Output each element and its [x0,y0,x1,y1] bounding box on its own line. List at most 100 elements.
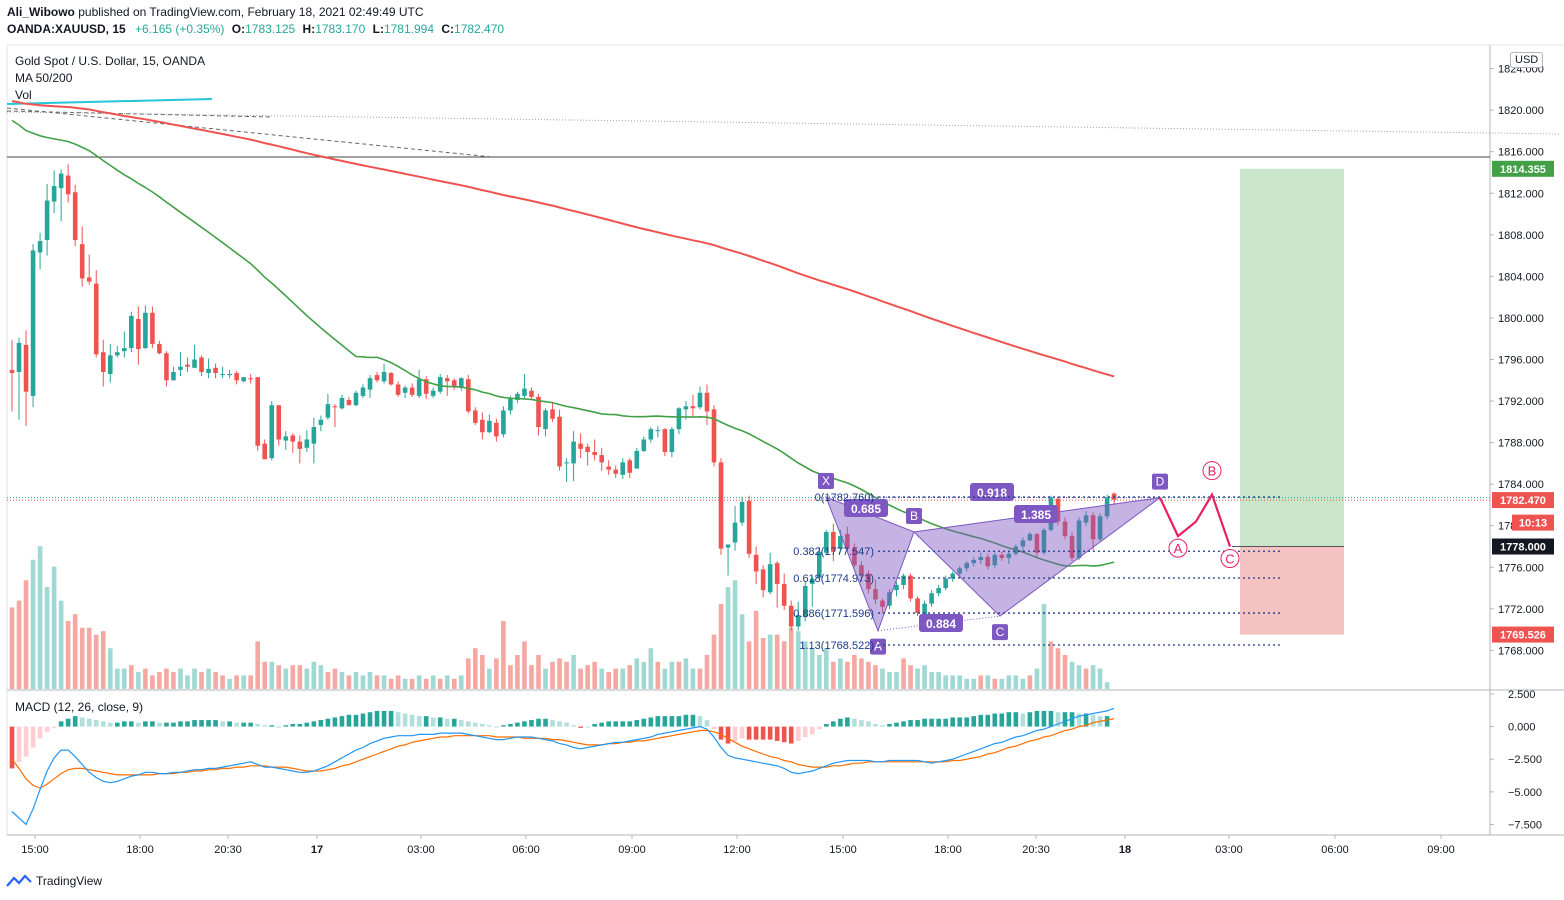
macd-histogram-bar [887,723,892,727]
chart-title[interactable]: Gold Spot / U.S. Dollar, 15, OANDA [15,54,206,68]
macd-histogram-bar [845,717,850,727]
price-tick-label: 1772.000 [1498,604,1544,616]
tradingview-logo-icon [6,874,32,887]
volume-bar [992,678,998,689]
macd-histogram-bar [901,721,906,727]
macd-histogram-bar [416,716,422,727]
macd-histogram-bar [522,721,527,727]
close-label: C: [441,22,455,36]
volume-bar [122,668,127,689]
candle-body [838,536,843,549]
publisher-name[interactable]: Ali_Wibowo [7,5,75,19]
candle-body [873,589,878,600]
macd-histogram-bar [262,725,268,727]
macd-histogram-bar [360,713,366,727]
macd-histogram-bar [662,716,668,727]
macd-histogram-bar [852,718,857,727]
macd-histogram-bar [515,722,520,727]
macd-histogram-bar [683,714,689,727]
volume-bar [430,675,436,689]
volume-bar [143,668,148,689]
candle-body [634,450,640,469]
candle-body [964,563,970,569]
volume-bar [318,665,324,689]
macd-histogram-bar [276,726,282,728]
volume-bar [676,661,682,689]
macd-histogram-bar [297,723,303,727]
macd-histogram-bar [873,723,878,727]
volume-bar [1041,604,1047,689]
ma-legend[interactable]: MA 50/200 [15,71,73,85]
publish-text: published on TradingView.com, February 1… [78,5,424,19]
macd-histogram-bar [838,718,843,727]
candle-body [985,556,991,567]
volume-bar [929,672,934,689]
candle-body [732,522,738,543]
volume-bar [1062,655,1068,689]
price-tick-label: 1804.000 [1498,271,1544,283]
volume-bar [838,658,843,689]
volume-bar [908,665,913,689]
low-value: 1781.994 [383,22,434,36]
price-tick-label: 1784.000 [1498,479,1544,491]
volume-bar [627,665,633,689]
candle-body [430,390,436,396]
fib-level-label: 0(1782.760) [815,492,874,504]
volume-bar [79,627,85,689]
volume-bar [802,641,808,689]
macd-histogram-bar [65,718,71,727]
macd-tick-label: −5.000 [1508,787,1542,799]
volume-bar [1027,675,1033,689]
macd-histogram-bar [1034,710,1040,727]
change-label: +6.165 (+0.35%) [135,22,225,36]
candle-body [213,367,218,374]
candle-body [444,378,450,382]
volume-bar [171,672,176,689]
candle-body [1020,540,1026,547]
volume-bar [599,668,604,689]
macd-histogram-bar [578,726,583,728]
candle-body [824,531,829,553]
candle-body [866,573,871,590]
candle-body [641,439,647,451]
vol-legend[interactable]: Vol [15,88,32,102]
macd-histogram-bar [367,712,373,727]
price-axis-label-bg [1492,538,1554,555]
candle-body [297,441,303,449]
macd-histogram-bar [51,726,57,728]
candle-body [248,378,253,380]
candle-body [817,551,822,578]
price-tick-label: 1788.000 [1498,438,1544,450]
harmonic-ac-line [877,615,1001,632]
wave-point-circle [1168,538,1188,558]
candle-body [1034,534,1040,553]
price-axis-label-bg [1492,492,1554,509]
candle-body [1104,497,1110,517]
volume-bar [1013,675,1019,689]
candle-body [978,556,984,561]
ratio-label: 0.884 [926,617,956,631]
macd-legend[interactable]: MACD (12, 26, close, 9) [15,700,144,714]
volume-bar [515,655,520,689]
candle-body [458,378,464,388]
candle-body [859,565,864,575]
macd-histogram-bar [136,722,141,727]
volume-bar [788,627,794,689]
ma50-line [11,119,1115,567]
volume-bar [9,607,15,689]
currency-button[interactable]: USD [1510,52,1544,68]
candle-body [725,544,731,548]
candle-body [65,175,71,195]
volume-bar [115,668,120,689]
price-axis-label: 10:13 [1519,518,1547,530]
macd-histogram-bar [536,718,541,727]
macd-histogram-bar [550,720,555,727]
candle-body [311,427,317,444]
volume-bar [44,587,50,689]
volume-bar [704,655,710,689]
macd-histogram-bar [1006,712,1012,727]
volume-bar [58,600,64,689]
harmonic-point-badge [870,638,886,655]
tradingview-footer[interactable]: TradingView [6,874,102,888]
